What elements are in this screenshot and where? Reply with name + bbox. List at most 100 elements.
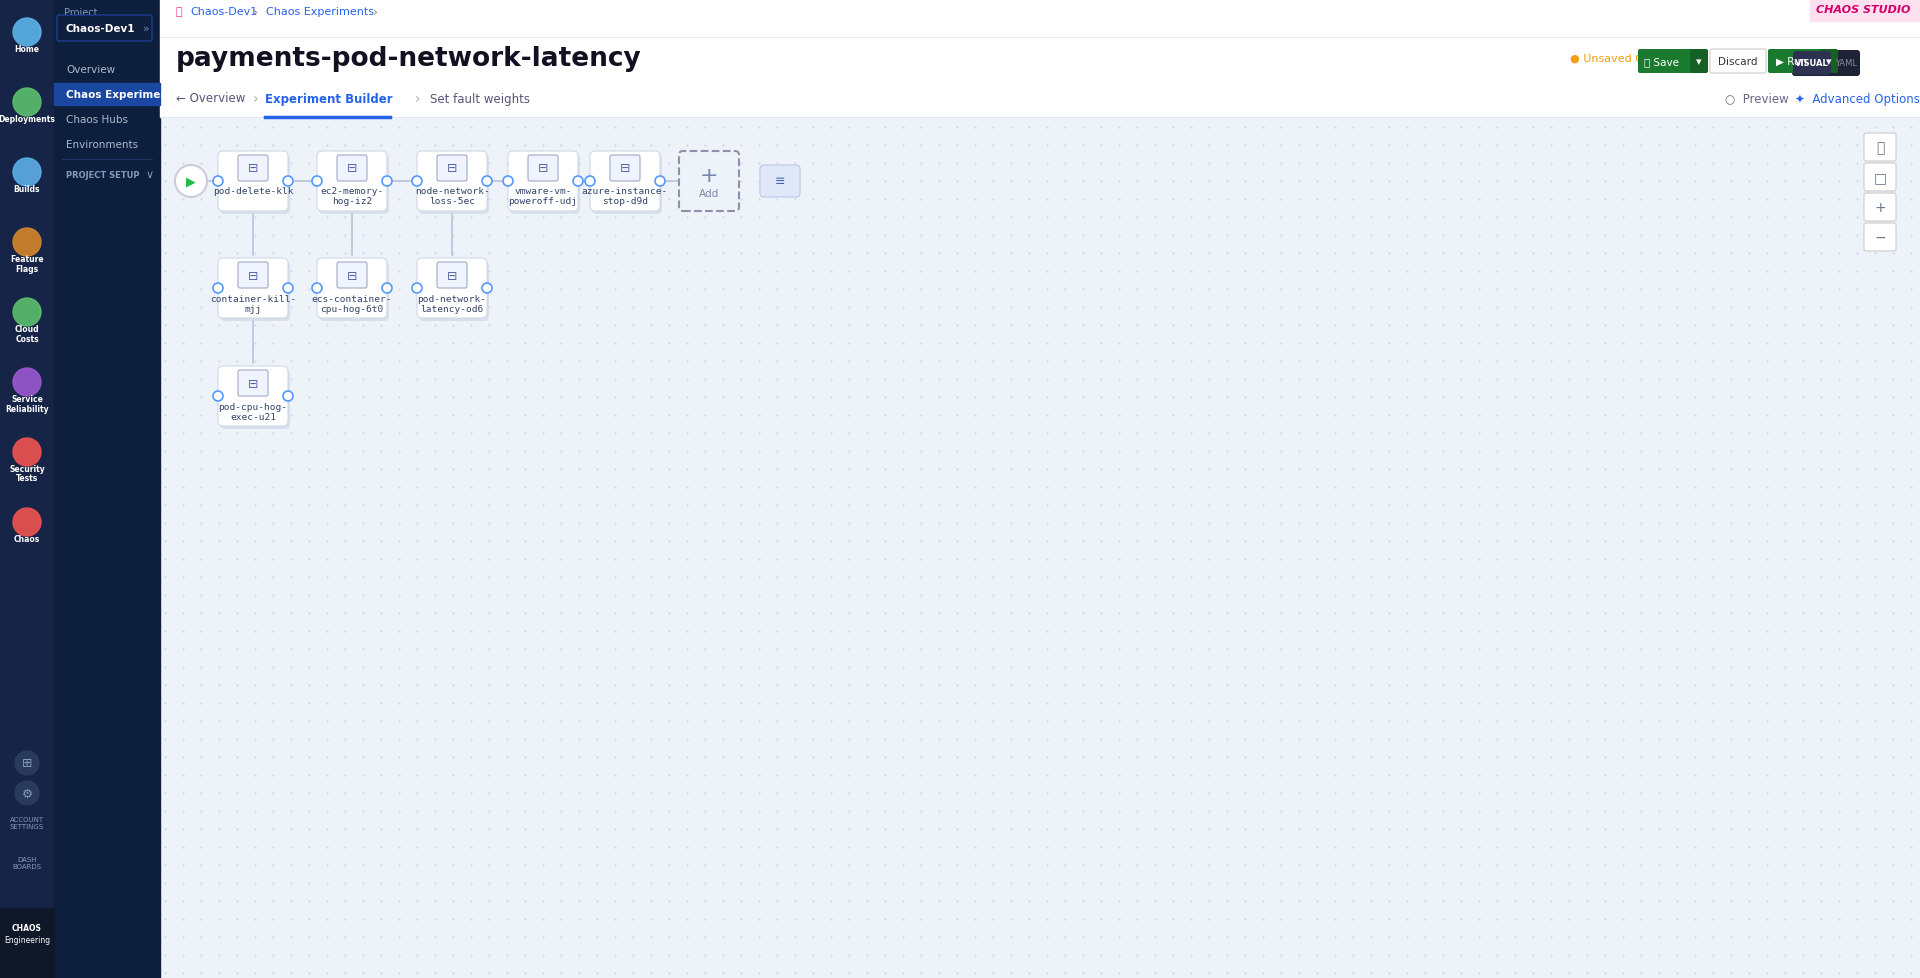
Text: Builds: Builds — [13, 185, 40, 195]
Text: stop-d9d: stop-d9d — [603, 198, 649, 206]
Text: Discard: Discard — [1718, 57, 1757, 67]
Circle shape — [15, 781, 38, 805]
Text: ∨: ∨ — [146, 170, 154, 180]
FancyBboxPatch shape — [511, 155, 580, 215]
FancyBboxPatch shape — [1690, 50, 1709, 74]
Text: CHAOS: CHAOS — [12, 923, 42, 933]
FancyBboxPatch shape — [317, 152, 388, 212]
FancyBboxPatch shape — [221, 262, 290, 322]
Text: ›: › — [372, 6, 378, 19]
Text: ▶ Run: ▶ Run — [1776, 57, 1807, 67]
FancyBboxPatch shape — [219, 259, 288, 319]
Text: hog-iz2: hog-iz2 — [332, 198, 372, 206]
Text: 💾 Save: 💾 Save — [1645, 57, 1680, 67]
FancyBboxPatch shape — [1864, 134, 1895, 161]
FancyBboxPatch shape — [1638, 50, 1693, 74]
Text: CHAOS STUDIO: CHAOS STUDIO — [1816, 5, 1910, 15]
Text: ▾: ▾ — [1826, 57, 1832, 67]
FancyBboxPatch shape — [419, 155, 490, 215]
Text: ⊟: ⊟ — [620, 162, 630, 175]
Bar — [159, 0, 1920, 38]
Text: pod-cpu-hog-: pod-cpu-hog- — [219, 402, 288, 411]
Text: Chaos Hubs: Chaos Hubs — [65, 114, 129, 125]
FancyBboxPatch shape — [238, 263, 269, 289]
FancyBboxPatch shape — [1864, 164, 1895, 192]
FancyBboxPatch shape — [319, 155, 390, 215]
FancyBboxPatch shape — [591, 155, 662, 215]
FancyBboxPatch shape — [238, 371, 269, 397]
Circle shape — [655, 177, 664, 187]
Text: poweroff-udj: poweroff-udj — [509, 198, 578, 206]
Circle shape — [482, 284, 492, 293]
Circle shape — [213, 391, 223, 402]
FancyBboxPatch shape — [1793, 52, 1832, 76]
FancyBboxPatch shape — [528, 156, 559, 182]
Text: container-kill-: container-kill- — [209, 294, 296, 303]
Text: ≡: ≡ — [776, 175, 785, 189]
Text: Environments: Environments — [65, 140, 138, 150]
Text: Cloud: Cloud — [15, 325, 38, 334]
Text: −: − — [1874, 231, 1885, 244]
Text: ACCOUNT
SETTINGS: ACCOUNT SETTINGS — [10, 817, 44, 829]
Circle shape — [382, 177, 392, 187]
Text: Tests: Tests — [15, 474, 38, 483]
FancyBboxPatch shape — [1791, 51, 1860, 77]
FancyBboxPatch shape — [438, 263, 467, 289]
Text: Engineering: Engineering — [4, 936, 50, 945]
Bar — [54, 84, 159, 106]
Text: PROJECT SETUP: PROJECT SETUP — [65, 170, 140, 179]
FancyBboxPatch shape — [760, 166, 801, 198]
FancyBboxPatch shape — [221, 370, 290, 429]
Text: azure-instance-: azure-instance- — [582, 188, 668, 197]
FancyBboxPatch shape — [1864, 194, 1895, 222]
FancyBboxPatch shape — [417, 259, 488, 319]
Text: exec-u21: exec-u21 — [230, 412, 276, 422]
Circle shape — [13, 298, 40, 327]
Circle shape — [13, 89, 40, 117]
FancyBboxPatch shape — [219, 152, 288, 212]
Text: latency-od6: latency-od6 — [420, 304, 484, 313]
Text: ⊟: ⊟ — [248, 162, 259, 175]
Text: mjj: mjj — [244, 304, 261, 313]
Text: ›: › — [252, 92, 257, 106]
Circle shape — [311, 284, 323, 293]
Text: □: □ — [1874, 171, 1887, 185]
FancyBboxPatch shape — [611, 156, 639, 182]
Text: Feature: Feature — [10, 255, 44, 264]
Text: ⚙: ⚙ — [21, 786, 33, 800]
Text: ⊞: ⊞ — [21, 757, 33, 770]
Bar — [1811, 0, 1920, 22]
Text: payments-pod-network-latency: payments-pod-network-latency — [177, 46, 641, 72]
Text: Add: Add — [699, 189, 720, 199]
Text: Chaos-Dev1: Chaos-Dev1 — [65, 24, 136, 34]
Text: cpu-hog-6t0: cpu-hog-6t0 — [321, 304, 384, 313]
FancyBboxPatch shape — [338, 156, 367, 182]
Circle shape — [282, 284, 294, 293]
Circle shape — [482, 177, 492, 187]
Circle shape — [282, 177, 294, 187]
Text: Chaos Experiments: Chaos Experiments — [267, 7, 374, 17]
Text: ● Unsaved Changes: ● Unsaved Changes — [1571, 54, 1684, 64]
Circle shape — [413, 177, 422, 187]
Text: Set fault weights: Set fault weights — [430, 92, 530, 106]
FancyBboxPatch shape — [680, 152, 739, 212]
FancyBboxPatch shape — [1864, 224, 1895, 251]
Text: Costs: Costs — [15, 334, 38, 343]
Text: ⊟: ⊟ — [248, 378, 259, 390]
Text: ✦  Advanced Options: ✦ Advanced Options — [1795, 92, 1920, 106]
Text: ›: › — [415, 92, 420, 106]
Circle shape — [311, 177, 323, 187]
Circle shape — [413, 284, 422, 293]
FancyBboxPatch shape — [589, 152, 660, 212]
Text: node-network-: node-network- — [415, 188, 490, 197]
Bar — [159, 82, 1920, 118]
Circle shape — [13, 19, 40, 47]
Circle shape — [586, 177, 595, 187]
FancyBboxPatch shape — [317, 259, 388, 319]
Text: 🏠: 🏠 — [177, 7, 182, 17]
FancyBboxPatch shape — [221, 155, 290, 215]
Text: Reliability: Reliability — [6, 404, 48, 413]
Circle shape — [13, 229, 40, 257]
Circle shape — [13, 509, 40, 537]
FancyBboxPatch shape — [1768, 50, 1824, 74]
